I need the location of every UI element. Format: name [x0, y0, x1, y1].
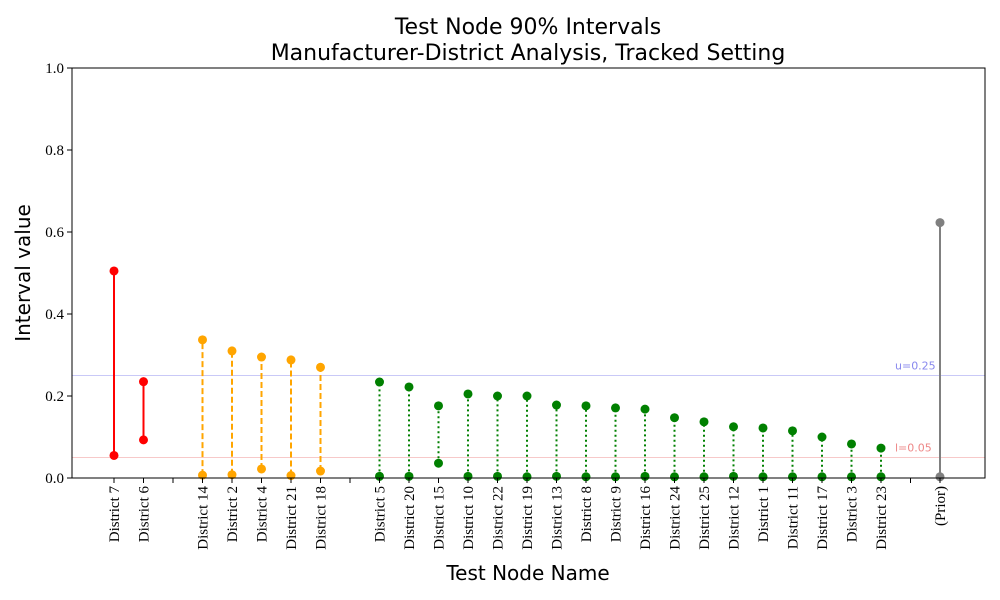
interval-high-point	[670, 413, 679, 423]
interval-low-point	[758, 472, 768, 482]
interval-low-point	[729, 471, 738, 481]
interval-low-point	[699, 472, 709, 482]
interval-high-point	[227, 346, 237, 356]
x-axis-label: Test Node Name	[445, 561, 609, 585]
interval-low-point	[611, 472, 620, 482]
x-tick-label: District 11	[786, 486, 802, 549]
x-tick-label: District 6	[137, 486, 153, 543]
interval-high-point	[552, 400, 561, 410]
interval-low-point	[463, 471, 473, 481]
interval-low-point	[935, 472, 945, 482]
y-tick-label: 0.6	[45, 225, 64, 241]
interval-low-point	[404, 471, 414, 481]
interval-high-point	[876, 443, 886, 453]
x-tick-label: District 21	[284, 486, 300, 550]
interval-low-point	[198, 470, 207, 480]
x-tick-label: District 17	[815, 486, 831, 550]
y-tick-label: 0.2	[45, 389, 64, 405]
interval-high-point	[434, 401, 443, 411]
chart-title-line2: Manufacturer-District Analysis, Tracked …	[271, 41, 786, 66]
x-tick-label: District 24	[668, 486, 684, 550]
y-tick-label: 0.8	[45, 143, 64, 159]
interval-high-point	[935, 218, 945, 228]
interval-high-point	[109, 266, 119, 276]
interval-low-point	[109, 450, 119, 460]
reference-line-label: u=0.25	[895, 360, 936, 373]
interval-low-point	[375, 471, 384, 481]
x-tick-label: District 22	[491, 486, 507, 550]
plot-frame	[71, 67, 986, 479]
interval-low-point	[788, 472, 797, 482]
interval-high-point	[375, 377, 384, 387]
interval-low-point	[316, 466, 325, 476]
x-tick-label: District 18	[314, 486, 330, 550]
x-tick-label: District 23	[874, 486, 890, 550]
interval-low-point	[876, 472, 886, 482]
interval-low-point	[522, 472, 532, 482]
x-tick-label: District 7	[107, 486, 123, 543]
interval-low-point	[493, 471, 502, 481]
x-tick-label: District 14	[196, 486, 212, 550]
interval-low-point	[139, 435, 148, 445]
interval-low-point	[670, 472, 679, 482]
interval-high-point	[788, 426, 797, 436]
interval-high-point	[493, 391, 502, 401]
x-tick-label: District 5	[373, 486, 389, 542]
interval-high-point	[316, 362, 325, 372]
interval-high-point	[699, 417, 709, 427]
x-tick-label: (Prior)	[933, 486, 949, 526]
x-tick-label: District 4	[255, 486, 271, 543]
interval-high-point	[522, 391, 532, 401]
x-tick-label: District 13	[550, 486, 566, 550]
y-tick-label: 0.0	[45, 471, 64, 487]
y-tick-label: 1.0	[45, 61, 64, 77]
x-tick-label: District 12	[727, 486, 743, 550]
interval-low-point	[817, 472, 827, 482]
x-tick-label: District 10	[461, 486, 477, 550]
x-tick-label: District 19	[520, 486, 536, 550]
interval-low-point	[257, 464, 266, 474]
interval-high-point	[758, 423, 768, 433]
interval-low-point	[227, 470, 237, 480]
interval-high-point	[729, 422, 738, 432]
plot-area: 0.0 0.2 0.4 0.6 0.8 1.0 u=0.25 l=0.05 District 7…	[45, 61, 985, 550]
interval-high-point	[640, 404, 650, 414]
y-axis-label: Interval value	[11, 204, 35, 342]
interval-high-point	[404, 382, 414, 392]
x-tick-label: District 3	[845, 486, 861, 542]
interval-low-point	[847, 472, 856, 482]
interval-high-point	[611, 403, 620, 413]
x-tick-label: District 9	[609, 486, 625, 542]
interval-low-point	[640, 471, 650, 481]
y-tick-label: 0.4	[45, 307, 64, 323]
chart-title-line1: Test Node 90% Intervals	[394, 15, 661, 40]
interval-high-point	[847, 439, 856, 449]
interval-high-point	[139, 377, 148, 387]
interval-high-point	[286, 355, 296, 365]
interval-high-point	[581, 401, 591, 411]
interval-high-point	[817, 432, 827, 442]
reference-line-label: l=0.05	[895, 442, 932, 455]
x-tick-label: District 15	[432, 486, 448, 550]
interval-low-point	[552, 471, 561, 481]
x-tick-label: District 8	[579, 486, 595, 542]
interval-low-point	[434, 458, 443, 468]
x-tick-label: District 2	[225, 486, 241, 542]
x-tick-label: District 16	[638, 486, 654, 550]
x-tick-label: District 25	[697, 486, 713, 550]
interval-low-point	[581, 472, 591, 482]
interval-high-point	[463, 389, 473, 399]
interval-high-point	[257, 352, 266, 362]
x-tick-label: District 20	[402, 486, 418, 550]
interval-high-point	[198, 335, 207, 345]
x-tick-label: District 1	[756, 486, 772, 542]
